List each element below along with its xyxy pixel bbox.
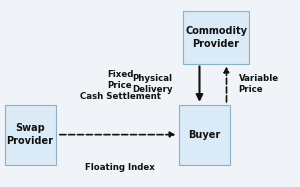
FancyBboxPatch shape	[4, 105, 55, 165]
Text: Buyer: Buyer	[188, 130, 220, 140]
FancyBboxPatch shape	[178, 105, 230, 165]
FancyBboxPatch shape	[183, 11, 249, 64]
Text: Floating Index: Floating Index	[85, 163, 155, 172]
Text: Fixed
Price
Cash Settlement: Fixed Price Cash Settlement	[80, 70, 160, 101]
Text: Swap
Provider: Swap Provider	[7, 123, 53, 146]
Text: Physical
Delivery: Physical Delivery	[132, 74, 172, 94]
Text: Variable
Price: Variable Price	[238, 74, 279, 94]
Text: Commodity
Provider: Commodity Provider	[185, 26, 247, 49]
